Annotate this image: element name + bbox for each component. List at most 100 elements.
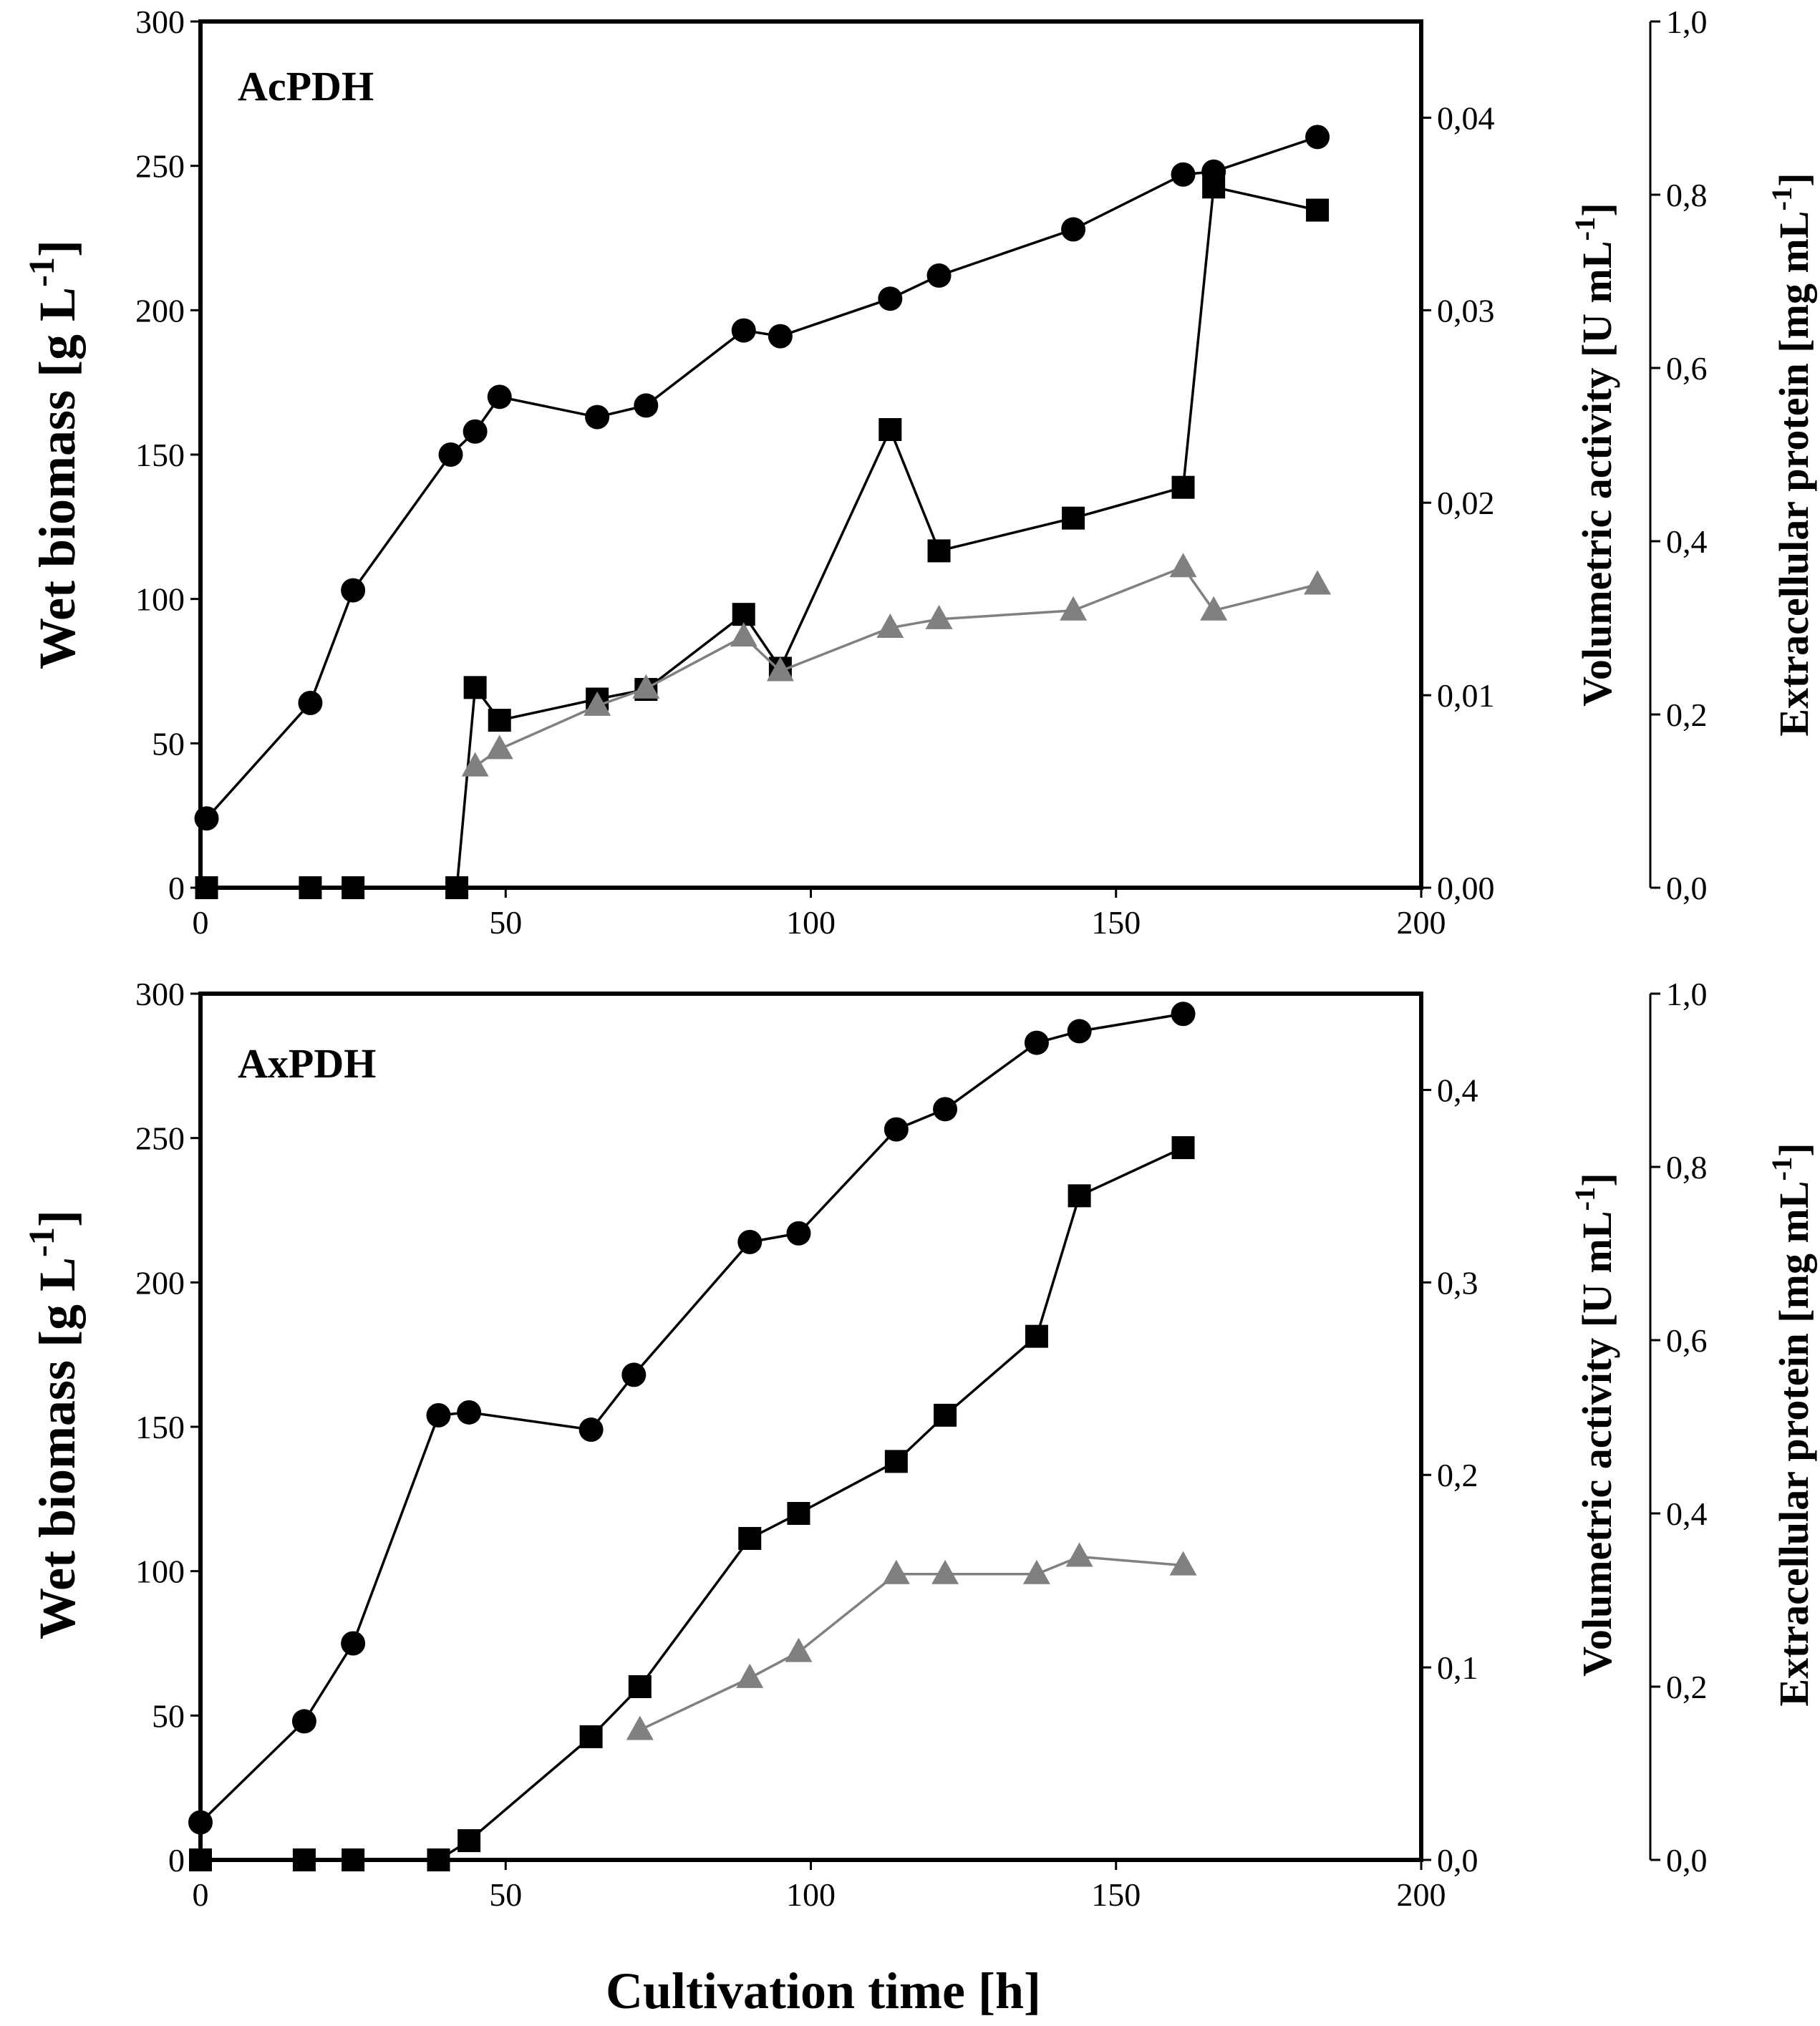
- x-tick-label: 50: [489, 904, 522, 941]
- data-point-extracellular-protein: [766, 656, 794, 682]
- activity-tick-label: 0,2: [1437, 1457, 1478, 1493]
- plot-frame: [198, 992, 1423, 1862]
- series-line-volumetric-activity: [206, 185, 1318, 889]
- y-tick-label: 50: [152, 1697, 185, 1734]
- data-point-extracellular-protein: [736, 1663, 764, 1688]
- data-point-wet-biomass: [1061, 217, 1086, 242]
- x-tick-label: 100: [786, 904, 836, 941]
- data-point-wet-biomass: [731, 318, 756, 343]
- data-point-extracellular-protein: [730, 622, 757, 647]
- y-axis-title-protein: Extracellular protein [mg mL-1]: [1766, 173, 1817, 736]
- series-line-wet-biomass: [199, 1012, 1184, 1823]
- protein-tick-label: 0,4: [1666, 523, 1708, 560]
- chart-panel-acpdh: 0 50 100 150 200 0 50 100 150 200 250 300 Wet biomas…: [21, 4, 1817, 941]
- data-point-volumetric-activity: [458, 1829, 481, 1853]
- x-tick-label: 0: [193, 1876, 209, 1913]
- data-point-extracellular-protein: [632, 674, 660, 699]
- protein-tick-label: 0,2: [1666, 697, 1708, 733]
- y-tick-label: 0: [168, 1842, 185, 1879]
- data-point-wet-biomass: [438, 442, 463, 467]
- data-point-volumetric-activity: [1062, 506, 1085, 530]
- series-line-extracellular-protein: [639, 1555, 1184, 1732]
- data-point-extracellular-protein: [882, 1559, 910, 1584]
- data-point-volumetric-activity: [1171, 475, 1195, 499]
- data-point-wet-biomass: [1305, 125, 1330, 150]
- y-tick-label: 250: [135, 148, 185, 185]
- data-point-wet-biomass: [634, 393, 659, 418]
- data-point-volumetric-activity: [427, 1848, 450, 1871]
- data-point-wet-biomass: [487, 384, 512, 409]
- protein-tick-label: 0,0: [1666, 1842, 1708, 1879]
- data-point-wet-biomass: [768, 324, 793, 349]
- data-point-extracellular-protein: [584, 691, 611, 716]
- x-tick-label: 0: [193, 904, 209, 941]
- data-point-wet-biomass: [585, 404, 610, 430]
- panel-label: AcPDH: [238, 63, 374, 110]
- data-point-volumetric-activity: [787, 1502, 810, 1525]
- data-point-volumetric-activity: [342, 876, 365, 899]
- chart-panel-axpdh: 0 50 100 150 200 0 50 100 150 200 250 300 Wet biomas…: [21, 976, 1817, 1913]
- activity-tick-label: 0,00: [1437, 870, 1495, 906]
- data-point-extracellular-protein: [1060, 596, 1088, 621]
- x-tick-label: 100: [786, 1876, 836, 1913]
- data-point-extracellular-protein: [461, 752, 489, 777]
- protein-tick-label: 1,0: [1666, 976, 1708, 1012]
- data-point-extracellular-protein: [1200, 596, 1228, 621]
- data-point-volumetric-activity: [884, 1450, 908, 1473]
- data-point-extracellular-protein: [1065, 1542, 1093, 1567]
- data-point-volumetric-activity: [927, 539, 951, 563]
- activity-tick-label: 0,03: [1437, 292, 1495, 329]
- data-point-volumetric-activity: [488, 709, 511, 732]
- data-point-volumetric-activity: [1306, 198, 1330, 222]
- series-line-volumetric-activity: [200, 1146, 1184, 1861]
- data-point-volumetric-activity: [934, 1403, 957, 1427]
- activity-tick-label: 0,1: [1437, 1649, 1478, 1686]
- data-point-wet-biomass: [737, 1229, 763, 1254]
- data-point-extracellular-protein: [876, 614, 904, 638]
- data-point-wet-biomass: [1067, 1019, 1092, 1044]
- data-point-extracellular-protein: [1169, 1551, 1197, 1576]
- data-point-volumetric-activity: [732, 603, 755, 626]
- x-tick-label: 50: [489, 1876, 522, 1913]
- data-point-volumetric-activity: [579, 1725, 603, 1748]
- protein-tick-label: 0,8: [1666, 177, 1708, 213]
- data-point-wet-biomass: [786, 1221, 811, 1246]
- protein-tick-label: 0,6: [1666, 1322, 1708, 1359]
- data-point-wet-biomass: [1024, 1030, 1049, 1055]
- data-point-wet-biomass: [1171, 1002, 1196, 1027]
- series-line-wet-biomass: [205, 135, 1318, 820]
- data-point-extracellular-protein: [785, 1637, 813, 1662]
- data-point-volumetric-activity: [342, 1848, 365, 1871]
- protein-tick-label: 0,6: [1666, 350, 1708, 387]
- y-tick-label: 250: [135, 1120, 185, 1157]
- data-point-wet-biomass: [884, 1117, 909, 1142]
- data-point-volumetric-activity: [1202, 175, 1226, 199]
- y-axis-title-protein: Extracellular protein [mg mL-1]: [1766, 1143, 1817, 1706]
- y-axis-title-activity: Volumetric activity [U mL-1]: [1569, 1173, 1620, 1676]
- protein-tick-label: 0,8: [1666, 1149, 1708, 1186]
- data-point-volumetric-activity: [445, 876, 469, 899]
- y-axis-title-biomass: Wet biomass [g L-1]: [21, 1210, 86, 1639]
- data-point-wet-biomass: [426, 1402, 451, 1428]
- panel-label: AxPDH: [238, 1040, 376, 1087]
- activity-tick-label: 0,3: [1437, 1264, 1478, 1301]
- y-tick-label: 300: [135, 4, 185, 40]
- data-point-volumetric-activity: [878, 418, 902, 442]
- data-point-extracellular-protein: [1169, 553, 1197, 578]
- data-point-wet-biomass: [291, 1709, 316, 1734]
- activity-tick-label: 0,02: [1437, 485, 1495, 521]
- data-point-wet-biomass: [298, 690, 323, 715]
- protein-tick-label: 1,0: [1666, 4, 1708, 40]
- data-point-volumetric-activity: [299, 876, 322, 899]
- data-point-extracellular-protein: [1022, 1559, 1050, 1584]
- data-point-volumetric-activity: [738, 1526, 762, 1550]
- data-point-extracellular-protein: [626, 1715, 654, 1740]
- y-tick-label: 100: [135, 1554, 185, 1590]
- y-tick-label: 200: [135, 292, 185, 329]
- data-point-extracellular-protein: [485, 735, 513, 760]
- data-point-volumetric-activity: [1171, 1136, 1195, 1160]
- plot-frame: [198, 19, 1423, 890]
- data-point-volumetric-activity: [1068, 1184, 1091, 1208]
- data-point-volumetric-activity: [195, 876, 218, 899]
